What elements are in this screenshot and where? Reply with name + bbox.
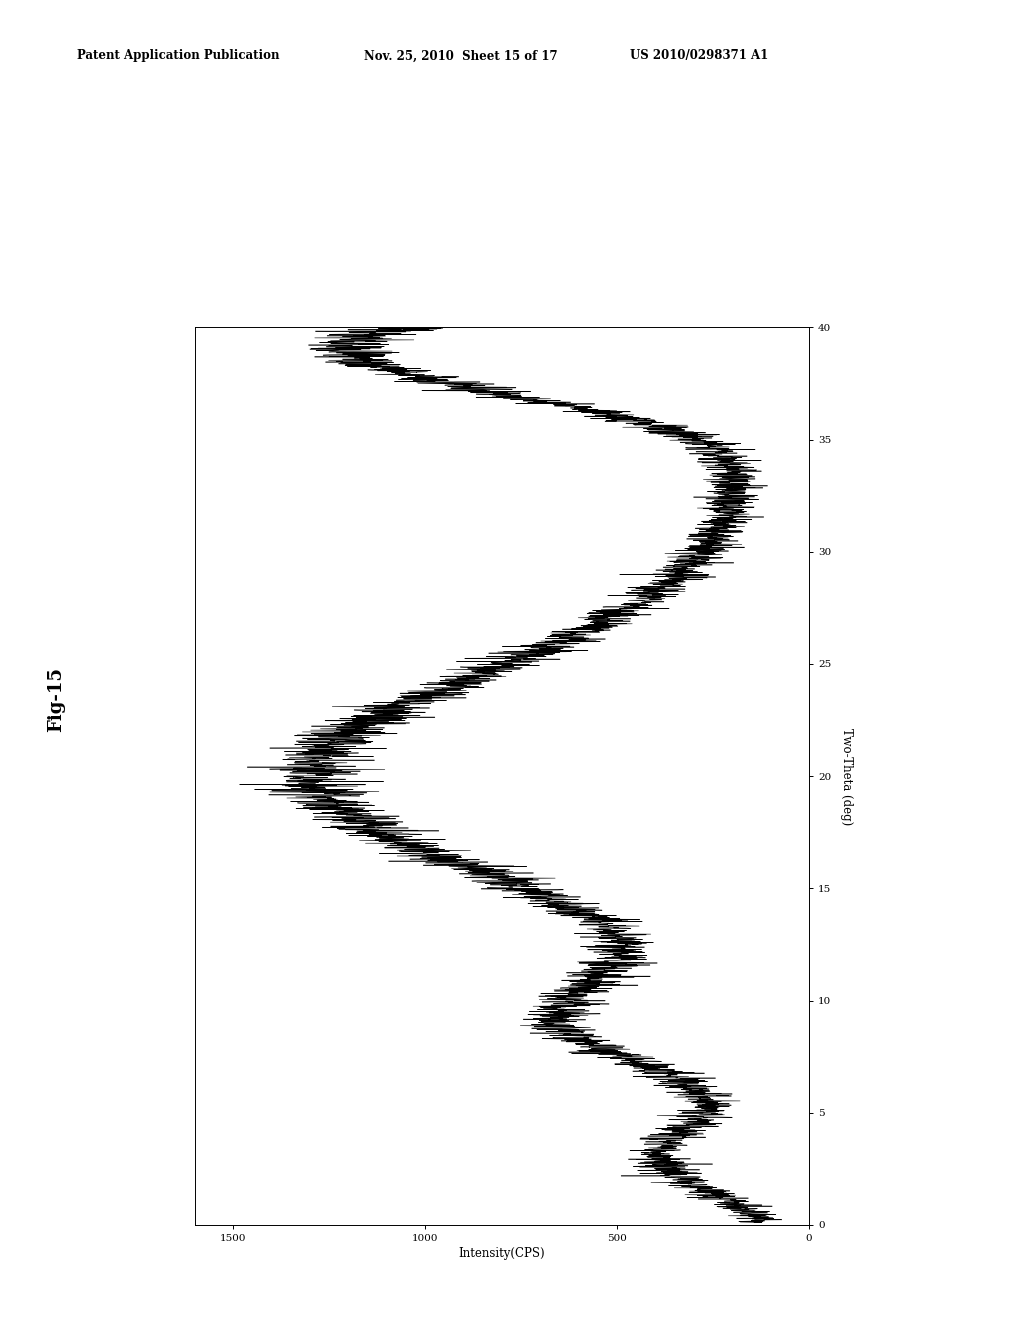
- Y-axis label: Two-Theta (deg): Two-Theta (deg): [840, 727, 853, 825]
- Text: US 2010/0298371 A1: US 2010/0298371 A1: [630, 49, 768, 62]
- Text: Patent Application Publication: Patent Application Publication: [77, 49, 280, 62]
- Text: Nov. 25, 2010  Sheet 15 of 17: Nov. 25, 2010 Sheet 15 of 17: [364, 49, 557, 62]
- Text: Fig-15: Fig-15: [47, 667, 66, 733]
- X-axis label: Intensity(CPS): Intensity(CPS): [459, 1247, 545, 1261]
